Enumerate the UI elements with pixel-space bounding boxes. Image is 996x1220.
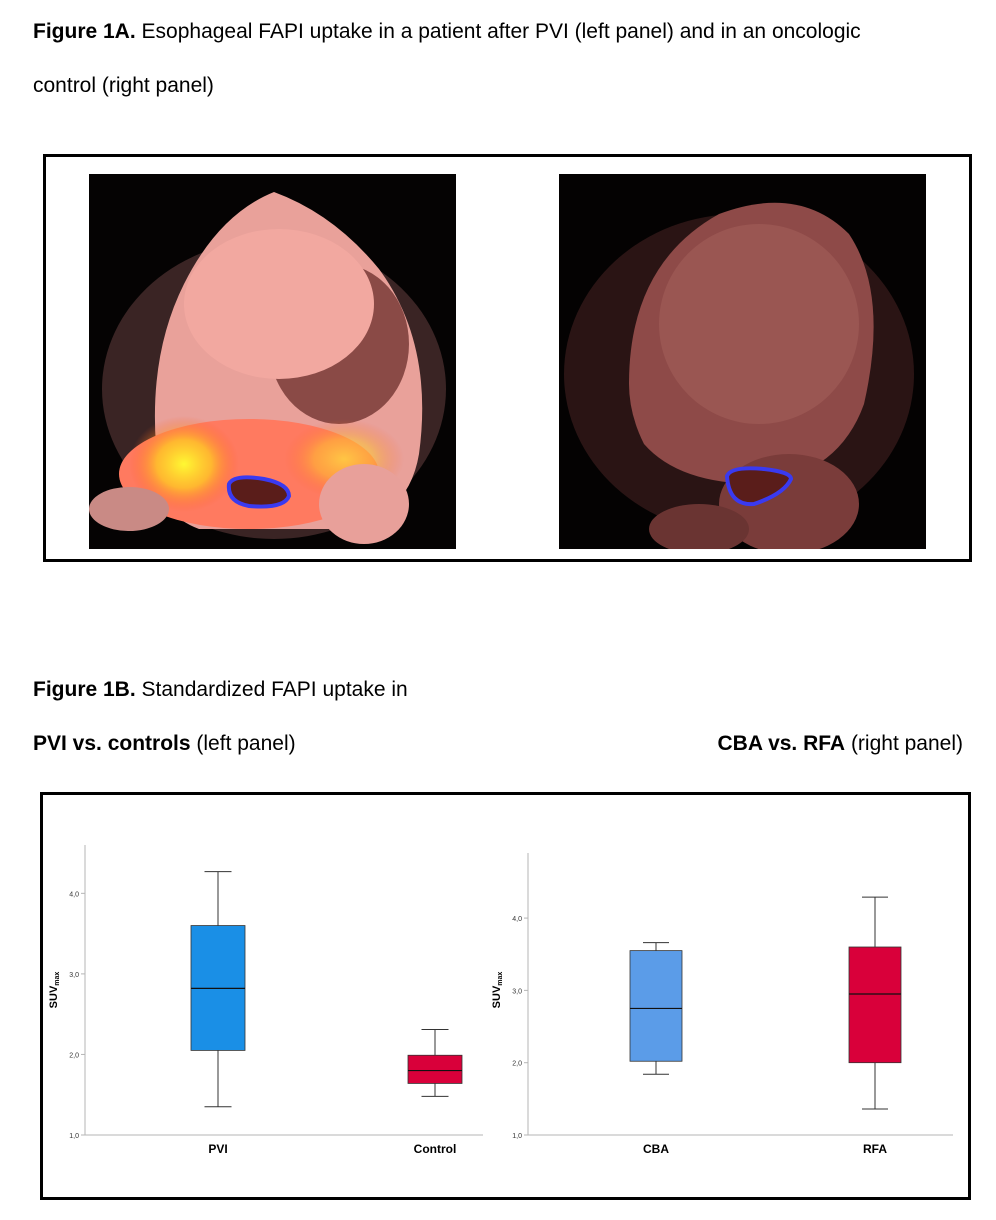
iqr-box (629, 950, 683, 1062)
y-tick-label: 1,0 (69, 1133, 79, 1140)
box-cba: CBA (629, 942, 683, 1156)
box-control: Control (407, 1028, 463, 1156)
figure-1b-label: Figure 1B. (33, 678, 136, 701)
category-label: CBA (643, 1142, 669, 1156)
y-tick-label: 3,0 (512, 988, 522, 995)
category-label: RFA (863, 1142, 887, 1156)
y-axis-label: SUVmax (491, 972, 504, 1009)
figure-1a-caption-line1: Figure 1A. Esophageal FAPI uptake in a p… (33, 20, 861, 44)
right-title-rest: (right panel) (845, 732, 963, 755)
y-axis-label: SUVmax (48, 972, 61, 1009)
category-label: PVI (208, 1142, 227, 1156)
figure-1a-caption-line2: control (right panel) (33, 74, 214, 97)
box-plot-panel-1: 1,0 2,0 3,0 4,0 SUVmax PVI Control (48, 845, 483, 1156)
y-tick-label: 2,0 (512, 1061, 522, 1068)
y-tick-label: 2,0 (69, 1052, 79, 1059)
pvi-pet-ct-scan (89, 174, 456, 549)
iqr-box (407, 1054, 463, 1084)
y-tick-label: 4,0 (512, 916, 522, 923)
control-pet-ct-scan (559, 174, 926, 549)
box-pvi: PVI (190, 871, 246, 1156)
y-tick-label: 1,0 (512, 1133, 522, 1140)
figure-1b-caption-text: Standardized FAPI uptake in (141, 678, 408, 701)
figure-1a-frame (43, 154, 972, 562)
category-label: Control (414, 1142, 457, 1156)
figure-1a-caption-text: Esophageal FAPI uptake in a patient afte… (141, 20, 861, 43)
figure-1a-label: Figure 1A. (33, 20, 136, 43)
figure-1b-frame: 1,0 2,0 3,0 4,0 SUVmax PVI Control 1,0 2,0 3,0 4,0… (40, 792, 971, 1200)
iqr-box (848, 946, 902, 1064)
figure-1b-left-title: PVI vs. controls (left panel) (33, 732, 296, 756)
y-tick-label: 4,0 (69, 891, 79, 898)
figure-1b-caption: Figure 1B. Standardized FAPI uptake in (33, 678, 408, 702)
box-plots: 1,0 2,0 3,0 4,0 SUVmax PVI Control 1,0 2,0 3,0 4,0… (48, 845, 953, 1156)
figure-1b-right-title: CBA vs. RFA (right panel) (718, 732, 963, 756)
box-rfa: RFA (848, 896, 902, 1156)
left-title-rest: (left panel) (190, 732, 296, 755)
right-title-bold: CBA vs. RFA (717, 732, 846, 755)
y-tick-label: 3,0 (69, 972, 79, 979)
left-title-bold: PVI vs. controls (33, 732, 191, 755)
box-plot-panel-2: 1,0 2,0 3,0 4,0 SUVmax CBA RFA (491, 853, 953, 1156)
